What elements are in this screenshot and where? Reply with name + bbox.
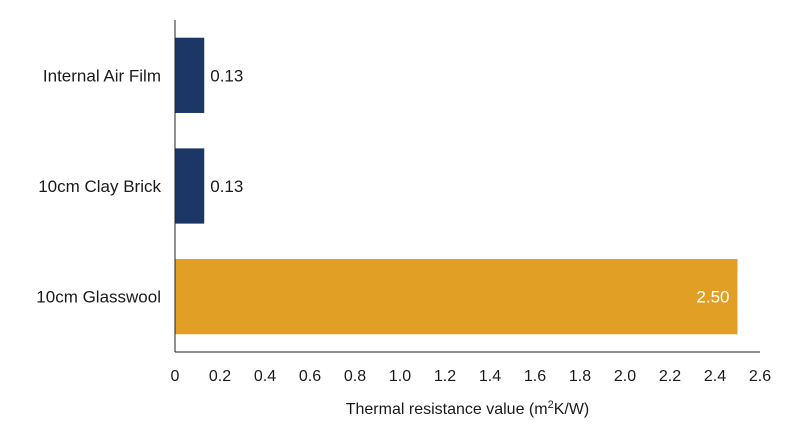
data-label-3: 2.50 xyxy=(696,288,729,307)
category-label-1: Internal Air Film xyxy=(43,66,161,85)
x-tick-label-9: 1.6 xyxy=(524,368,546,385)
category-label-2: 10cm Clay Brick xyxy=(38,177,161,196)
data-label-1: 0.13 xyxy=(210,66,243,85)
x-axis-title: Thermal resistance value (m2K/W) xyxy=(346,399,590,418)
x-tick-label-13: 2.4 xyxy=(704,368,726,385)
x-tick-labels: 0 0.2 0.4 0.6 0.8 1.0 1.2 1.4 1.6 1.8 2.0 2.2 2.4 2.6 xyxy=(171,368,772,385)
bar-1 xyxy=(175,37,205,113)
data-label-2: 0.13 xyxy=(210,177,243,196)
bar-3 xyxy=(175,259,738,335)
x-tick-label-7: 1.2 xyxy=(434,368,456,385)
x-tick-label-14: 2.6 xyxy=(749,368,771,385)
x-axis-title-main: Thermal resistance value (m xyxy=(346,401,548,418)
x-tick-label-3: 0.4 xyxy=(254,368,276,385)
x-tick-label-2: 0.2 xyxy=(209,368,231,385)
x-axis-title-end: K/W) xyxy=(554,401,590,418)
x-tick-label-6: 1.0 xyxy=(389,368,411,385)
bar-2 xyxy=(175,148,205,224)
x-axis-title-sup: 2 xyxy=(548,399,554,411)
category-label-3: 10cm Glasswool xyxy=(36,288,161,307)
x-tick-label-12: 2.2 xyxy=(659,368,681,385)
data-labels: 0.13 0.13 2.50 xyxy=(210,66,729,306)
x-tick-label-8: 1.4 xyxy=(479,368,501,385)
category-labels: Internal Air Film 10cm Clay Brick 10cm Gla… xyxy=(36,66,161,306)
x-tick-label-1: 0 xyxy=(171,368,180,385)
x-tick-label-10: 1.8 xyxy=(569,368,591,385)
bars-group xyxy=(175,37,738,335)
x-tick-label-11: 2.0 xyxy=(614,368,636,385)
x-tick-label-5: 0.8 xyxy=(344,368,366,385)
x-tick-label-4: 0.6 xyxy=(299,368,321,385)
